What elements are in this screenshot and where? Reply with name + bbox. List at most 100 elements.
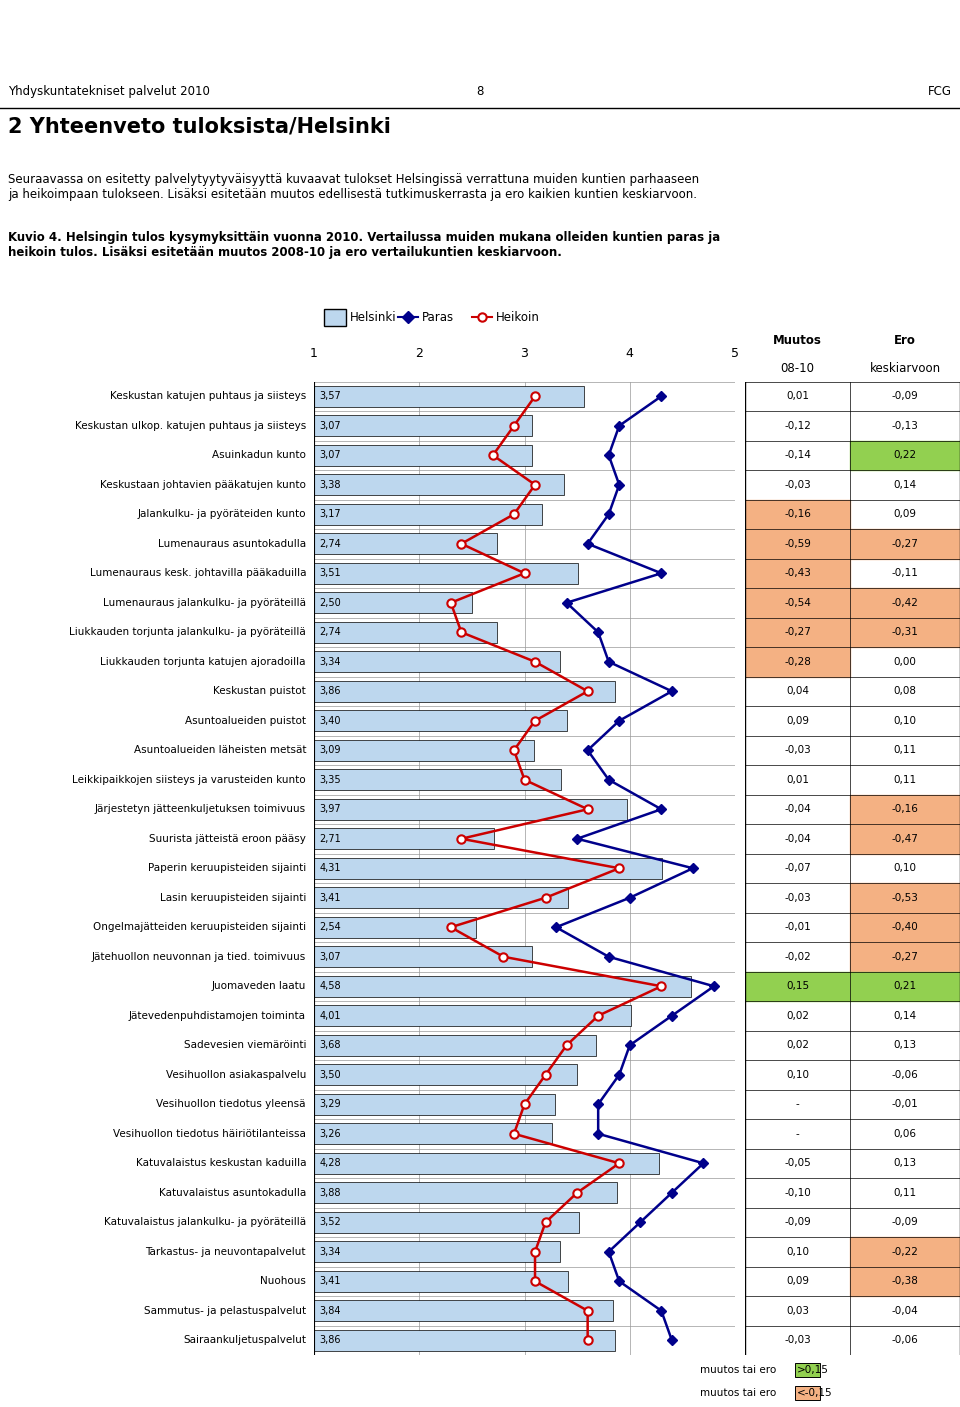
Bar (745, 647, 850, 677)
Bar (314, 533, 497, 554)
Text: 3,51: 3,51 (320, 568, 341, 578)
Text: -0,03: -0,03 (784, 746, 811, 756)
Text: 0,01: 0,01 (786, 775, 809, 785)
Text: 3,84: 3,84 (320, 1306, 341, 1316)
Bar (850, 1237, 960, 1266)
Bar (314, 888, 567, 909)
Text: 0,03: 0,03 (786, 1306, 809, 1316)
Text: -0,53: -0,53 (892, 893, 919, 903)
Text: Jätevedenpuhdistamojen toiminta: Jätevedenpuhdistamojen toiminta (129, 1010, 306, 1020)
Bar (850, 618, 960, 647)
Text: -0,03: -0,03 (784, 480, 811, 490)
Text: 08-10: 08-10 (780, 362, 814, 374)
Text: 0,06: 0,06 (894, 1128, 917, 1138)
Bar (745, 588, 850, 618)
Bar (314, 916, 476, 938)
Bar (745, 499, 850, 529)
Text: Yhdyskuntatekniset palvelut 2010: Yhdyskuntatekniset palvelut 2010 (8, 86, 210, 98)
Text: -0,13: -0,13 (892, 421, 919, 431)
Text: 3,38: 3,38 (320, 480, 341, 490)
Text: 3,09: 3,09 (320, 746, 341, 756)
Bar (314, 563, 578, 584)
Text: -0,03: -0,03 (784, 893, 811, 903)
Text: 0,11: 0,11 (894, 746, 917, 756)
Text: 2 Yhteenveto tuloksista/Helsinki: 2 Yhteenveto tuloksista/Helsinki (8, 117, 391, 136)
Text: 2,50: 2,50 (320, 598, 341, 608)
Text: 3,40: 3,40 (320, 716, 341, 726)
Bar (795, 1386, 820, 1400)
Text: Nuohous: Nuohous (260, 1276, 306, 1286)
Bar (314, 592, 472, 613)
Text: 3,29: 3,29 (320, 1099, 341, 1109)
Bar (850, 440, 960, 470)
Text: Paperin keruupisteiden sijainti: Paperin keruupisteiden sijainti (148, 864, 306, 874)
Bar (314, 1123, 552, 1144)
Text: 3,34: 3,34 (320, 657, 341, 667)
Text: -0,31: -0,31 (892, 628, 919, 637)
Text: Leikkipaikkojen siisteys ja varusteiden kunto: Leikkipaikkojen siisteys ja varusteiden … (72, 775, 306, 785)
Bar (314, 1330, 615, 1351)
Text: -0,28: -0,28 (784, 657, 811, 667)
Text: -: - (796, 1099, 800, 1109)
Bar (314, 1300, 612, 1321)
Bar (314, 1064, 577, 1085)
Text: -0,27: -0,27 (784, 628, 811, 637)
Bar (745, 618, 850, 647)
Text: 0,02: 0,02 (786, 1010, 809, 1020)
Text: -0,16: -0,16 (784, 509, 811, 519)
Text: 3,07: 3,07 (320, 450, 341, 460)
Bar (314, 504, 542, 525)
Text: 3,07: 3,07 (320, 421, 341, 431)
Bar (314, 681, 615, 702)
Bar (850, 825, 960, 854)
Text: 0,13: 0,13 (894, 1040, 917, 1050)
Text: -0,01: -0,01 (892, 1099, 919, 1109)
Text: Asuinkadun kunto: Asuinkadun kunto (212, 450, 306, 460)
Text: -0,54: -0,54 (784, 598, 811, 608)
Bar (314, 1271, 567, 1292)
Text: Vesihuollon asiakaspalvelu: Vesihuollon asiakaspalvelu (166, 1069, 306, 1079)
Text: Lumenauraus jalankulku- ja pyöräteillä: Lumenauraus jalankulku- ja pyöräteillä (103, 598, 306, 608)
Text: 0,21: 0,21 (894, 981, 917, 992)
Text: 3,86: 3,86 (320, 687, 341, 696)
Text: 0,10: 0,10 (786, 1069, 809, 1079)
Text: -0,27: -0,27 (892, 539, 919, 549)
Text: Järjestetyn jätteenkuljetuksen toimivuus: Järjestetyn jätteenkuljetuksen toimivuus (95, 805, 306, 815)
Bar (314, 415, 532, 436)
Text: Keskustaan johtavien pääkatujen kunto: Keskustaan johtavien pääkatujen kunto (100, 480, 306, 490)
Text: Seuraavassa on esitetty palvelytyytyväisyyttä kuvaavat tulokset Helsingissä verr: Seuraavassa on esitetty palvelytyytyväis… (8, 173, 699, 201)
Text: -0,27: -0,27 (892, 951, 919, 962)
Text: 3,68: 3,68 (320, 1040, 341, 1050)
Text: -0,01: -0,01 (784, 922, 811, 933)
Text: -0,06: -0,06 (892, 1335, 919, 1345)
Text: 3,35: 3,35 (320, 775, 341, 785)
Text: Ongelmajätteiden keruupisteiden sijainti: Ongelmajätteiden keruupisteiden sijainti (93, 922, 306, 933)
Text: -0,22: -0,22 (892, 1247, 919, 1256)
Bar (314, 799, 627, 820)
Text: Vesihuollon tiedotus häiriötilanteissa: Vesihuollon tiedotus häiriötilanteissa (113, 1128, 306, 1138)
Text: 0,00: 0,00 (894, 657, 917, 667)
Text: 5: 5 (731, 348, 739, 360)
Bar (314, 386, 585, 407)
Text: Sadevesien viemäröinti: Sadevesien viemäröinti (183, 1040, 306, 1050)
Text: 2,71: 2,71 (320, 834, 341, 844)
Bar (314, 1034, 596, 1055)
Bar (314, 946, 532, 968)
Text: 3,07: 3,07 (320, 951, 341, 962)
Text: Jätehuollon neuvonnan ja tied. toimivuus: Jätehuollon neuvonnan ja tied. toimivuus (92, 951, 306, 962)
Bar (850, 971, 960, 1000)
Bar (314, 740, 534, 761)
Text: Keskustan katujen puhtaus ja siisteys: Keskustan katujen puhtaus ja siisteys (109, 391, 306, 401)
Text: -0,10: -0,10 (784, 1188, 811, 1197)
Text: 2,74: 2,74 (320, 628, 341, 637)
Text: Lumenauraus asuntokadulla: Lumenauraus asuntokadulla (157, 539, 306, 549)
Text: 3,52: 3,52 (320, 1217, 341, 1227)
Text: -0,04: -0,04 (784, 805, 811, 815)
Bar (850, 913, 960, 943)
Text: 3,50: 3,50 (320, 1069, 341, 1079)
Text: 4,01: 4,01 (320, 1010, 341, 1020)
Text: -0,05: -0,05 (784, 1158, 811, 1168)
Bar (314, 445, 532, 466)
Text: Ero: Ero (894, 335, 916, 348)
Bar (314, 1241, 561, 1262)
